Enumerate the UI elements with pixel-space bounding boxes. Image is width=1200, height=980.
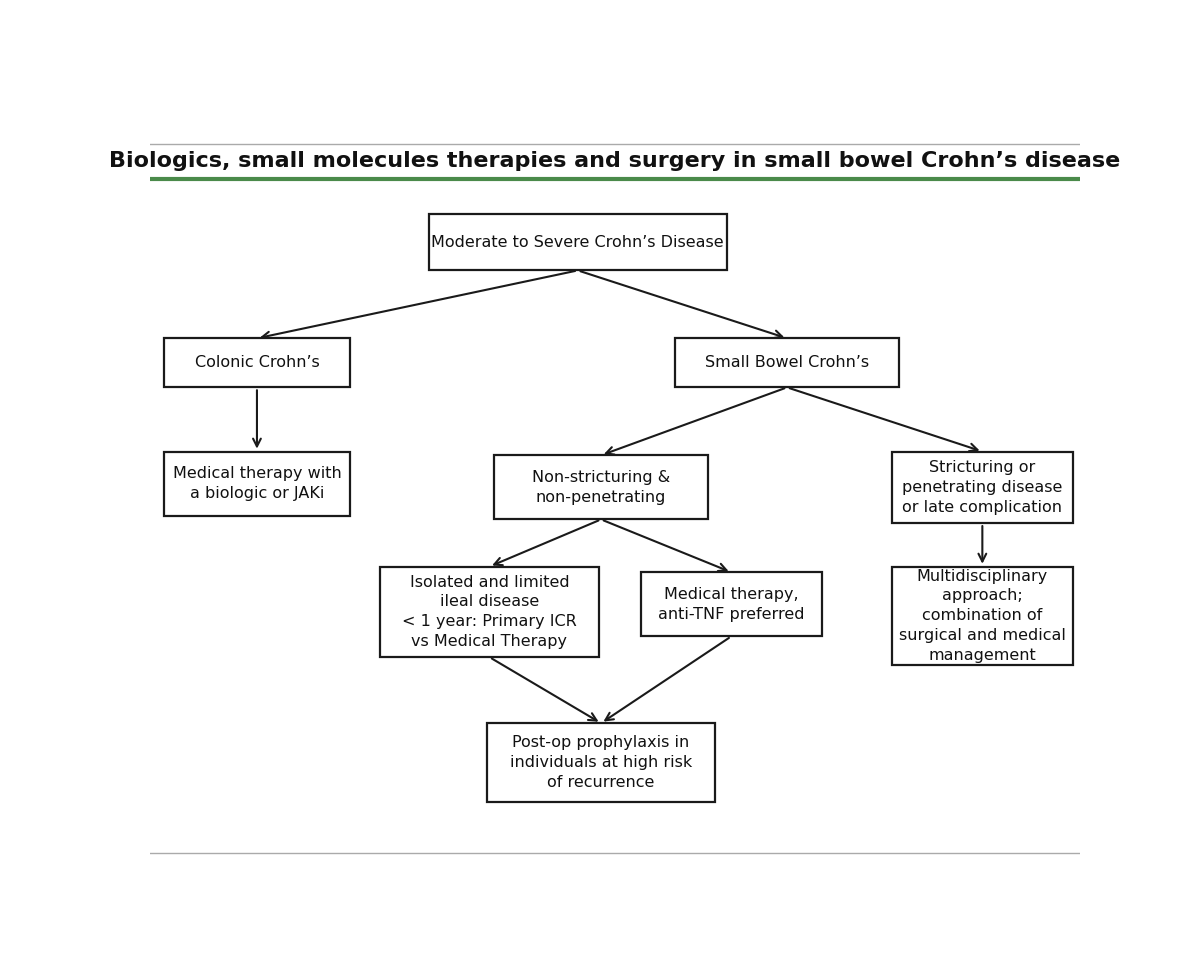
- Text: Medical therapy,
anti-TNF preferred: Medical therapy, anti-TNF preferred: [658, 587, 804, 621]
- FancyBboxPatch shape: [164, 338, 350, 387]
- Text: Medical therapy with
a biologic or JAKi: Medical therapy with a biologic or JAKi: [173, 466, 341, 501]
- Text: Multidisciplinary
approach;
combination of
surgical and medical
management: Multidisciplinary approach; combination …: [899, 568, 1066, 662]
- FancyBboxPatch shape: [892, 452, 1073, 523]
- Text: Moderate to Severe Crohn’s Disease: Moderate to Severe Crohn’s Disease: [432, 234, 724, 250]
- Text: Non-stricturing &
non-penetrating: Non-stricturing & non-penetrating: [532, 470, 670, 505]
- Text: Small Bowel Crohn’s: Small Bowel Crohn’s: [704, 356, 869, 370]
- Text: Biologics, small molecules therapies and surgery in small bowel Crohn’s disease: Biologics, small molecules therapies and…: [109, 151, 1121, 171]
- FancyBboxPatch shape: [164, 452, 350, 515]
- FancyBboxPatch shape: [676, 338, 899, 387]
- Text: Stricturing or
penetrating disease
or late complication: Stricturing or penetrating disease or la…: [902, 460, 1062, 514]
- FancyBboxPatch shape: [380, 566, 599, 658]
- FancyBboxPatch shape: [494, 456, 708, 519]
- Text: Post-op prophylaxis in
individuals at high risk
of recurrence: Post-op prophylaxis in individuals at hi…: [510, 735, 692, 790]
- FancyBboxPatch shape: [641, 572, 822, 636]
- FancyBboxPatch shape: [487, 723, 715, 803]
- Text: Colonic Crohn’s: Colonic Crohn’s: [194, 356, 319, 370]
- Text: Isolated and limited
ileal disease
< 1 year: Primary ICR
vs Medical Therapy: Isolated and limited ileal disease < 1 y…: [402, 574, 577, 649]
- FancyBboxPatch shape: [430, 214, 727, 270]
- FancyBboxPatch shape: [892, 566, 1073, 664]
